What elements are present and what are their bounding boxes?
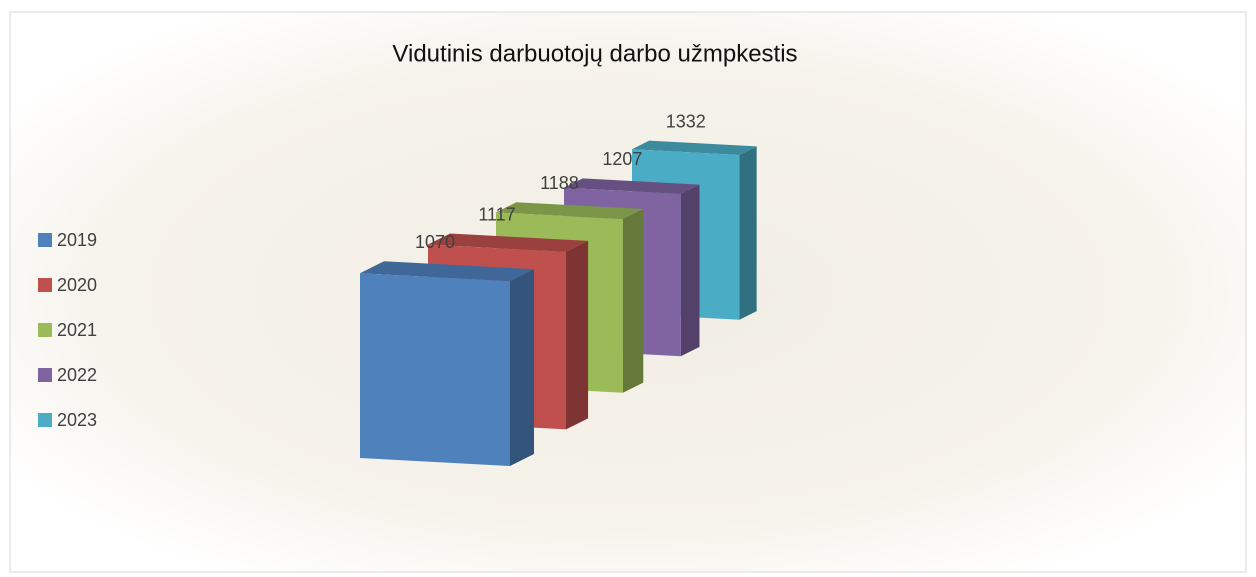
legend-swatch (38, 323, 52, 337)
legend-label: 2020 (57, 275, 97, 295)
legend-swatch (38, 233, 52, 247)
legend-label: 2023 (57, 410, 97, 430)
bar-top (360, 261, 534, 282)
data-label: 1188 (540, 173, 579, 193)
bar-top (564, 178, 700, 194)
legend-label: 2019 (57, 230, 97, 250)
data-label: 1332 (666, 111, 706, 131)
bar-top (632, 140, 757, 155)
bar-top (428, 233, 589, 252)
bar-side (680, 184, 700, 357)
bar (360, 273, 510, 466)
legend-swatch (38, 413, 52, 427)
bar-side (566, 240, 589, 430)
data-label: 1207 (602, 149, 642, 169)
chart-title: Vidutinis darbuotojų darbo užmpkestis (392, 40, 797, 67)
bar-side (739, 146, 757, 320)
legend-swatch (38, 368, 52, 382)
data-label: 1070 (415, 232, 455, 252)
bar-side (622, 208, 644, 393)
bar-top (496, 202, 644, 220)
legend-label: 2022 (57, 365, 97, 385)
legend-label: 2021 (57, 320, 97, 340)
data-label: 1117 (478, 204, 515, 224)
legend-swatch (38, 278, 52, 292)
bar-side (510, 269, 534, 466)
